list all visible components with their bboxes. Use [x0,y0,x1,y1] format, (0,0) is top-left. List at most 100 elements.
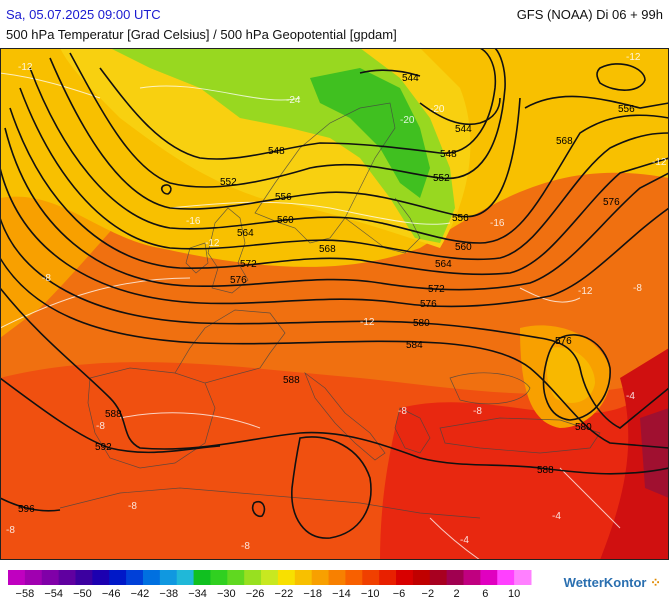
contour-label: 568 [319,244,336,255]
scale-label: 2 [454,588,460,600]
contour-576-east [542,334,611,421]
isotherm-label: -12 [18,62,33,73]
contour-552 [69,48,506,188]
scale-swatch [345,570,363,585]
scale-swatch [429,570,448,585]
temperature-labels: -12 -12 -24 -20 -20 -16 -16 -12 -12 -12 … [6,52,667,552]
contour-label: 548 [268,146,285,157]
scale-label: −50 [73,588,92,600]
coast-north-africa [59,487,481,519]
scale-label: −34 [188,588,207,600]
isotherm-label: -8 [473,406,482,417]
contour-592-b [291,436,372,539]
scale-swatch [58,570,76,585]
scale-swatch [109,570,127,585]
temp-field-hot-se [380,388,669,560]
contour-label: 560 [277,215,294,226]
contour-label: 576 [230,275,247,286]
scale-swatch [396,570,414,585]
contour-584 [0,257,669,449]
coast-uk [207,207,249,294]
isotherm-label: -12 [626,52,641,63]
scale-swatch [126,570,144,585]
scale-label: −14 [332,588,351,600]
scale-swatch [294,570,313,585]
scale-label: −58 [16,588,35,600]
contour-label: 588 [283,375,300,386]
contour-label: 584 [406,340,423,351]
contour-label: 556 [452,213,469,224]
isotherm-label: -8 [96,421,105,432]
isotherm-line [519,287,581,303]
contour-596 [0,497,61,512]
scale-swatch [412,570,431,585]
temp-field-hottest [600,348,669,560]
temp-field-green-core [310,68,430,198]
isotherm-label: -20 [430,104,445,115]
scale-label: −22 [275,588,294,600]
scale-swatch [193,570,211,585]
contour-label: 572 [240,259,257,270]
contour-label: 580 [575,422,592,433]
contour-label: 552 [433,173,450,184]
isotherm-label: -8 [241,541,250,552]
contour-label: 548 [440,149,457,160]
contour-588-low [251,500,266,518]
brand-logo: WetterKontor ⁘ [564,575,661,591]
contour-label: 580 [413,318,430,329]
isotherm-line [139,85,301,101]
isotherm-label: -20 [400,115,415,126]
isotherm-label: -12 [578,286,593,297]
geopotential-contours [0,48,669,539]
contour-560 [29,67,669,244]
scale-label: −2 [422,588,435,600]
contour-label: 576 [555,336,572,347]
coast-black-sea [449,372,531,405]
scale-label: 6 [482,588,488,600]
isotherm-label: -8 [633,283,642,294]
isotherm-label: -16 [186,216,201,227]
scale-swatch [24,570,43,585]
contour-label: 564 [237,228,254,239]
scale-swatch [159,570,178,585]
scale-swatch [75,570,93,585]
scale-label: 10 [508,588,520,600]
scale-swatch [142,570,161,585]
isotherm-label: -12 [360,317,375,328]
contour-556-east [524,95,669,109]
contour-580 [0,217,669,429]
contour-label: 572 [428,284,445,295]
isotherm-line [559,467,621,529]
contour-568 [9,107,669,276]
scale-swatch [210,570,228,585]
scale-swatch [176,570,195,585]
isotherm-line [429,517,481,560]
coast-turkey [439,417,601,454]
scale-swatch [379,570,397,585]
contour-588 [0,287,669,475]
scale-swatch [497,570,515,585]
scale-swatch [261,570,279,585]
temp-field-east-warm [546,347,595,403]
contour-label: 568 [556,136,573,147]
scale-label: −10 [361,588,380,600]
contour-label: 564 [435,259,452,270]
contour-label: 556 [275,192,292,203]
header: Sa, 05.07.2025 09:00 UTC GFS (NOAA) Di 0… [0,0,669,48]
contour-label: 556 [618,104,635,115]
contour-label: 596 [18,504,35,515]
geopotential-labels: 544 544 548 548 552 552 556 556 556 560 … [18,73,635,515]
scale-label: −30 [217,588,236,600]
contour-label: 544 [402,73,419,84]
contour-544 [359,69,421,77]
color-scale: −58 −54 −50 −46 −42 −38 −34 −30 −26 −22 −18 −14 −10−… [8,570,532,600]
isotherm-label: -8 [128,501,137,512]
coast-iberia [87,367,216,469]
scale-label: −26 [246,588,265,600]
scale-swatch [227,570,245,585]
scale-label: −54 [44,588,63,600]
contour-572 [4,127,669,291]
isotherm-label: -8 [398,406,407,417]
contour-592 [0,377,221,454]
coast-baltic [344,197,421,254]
